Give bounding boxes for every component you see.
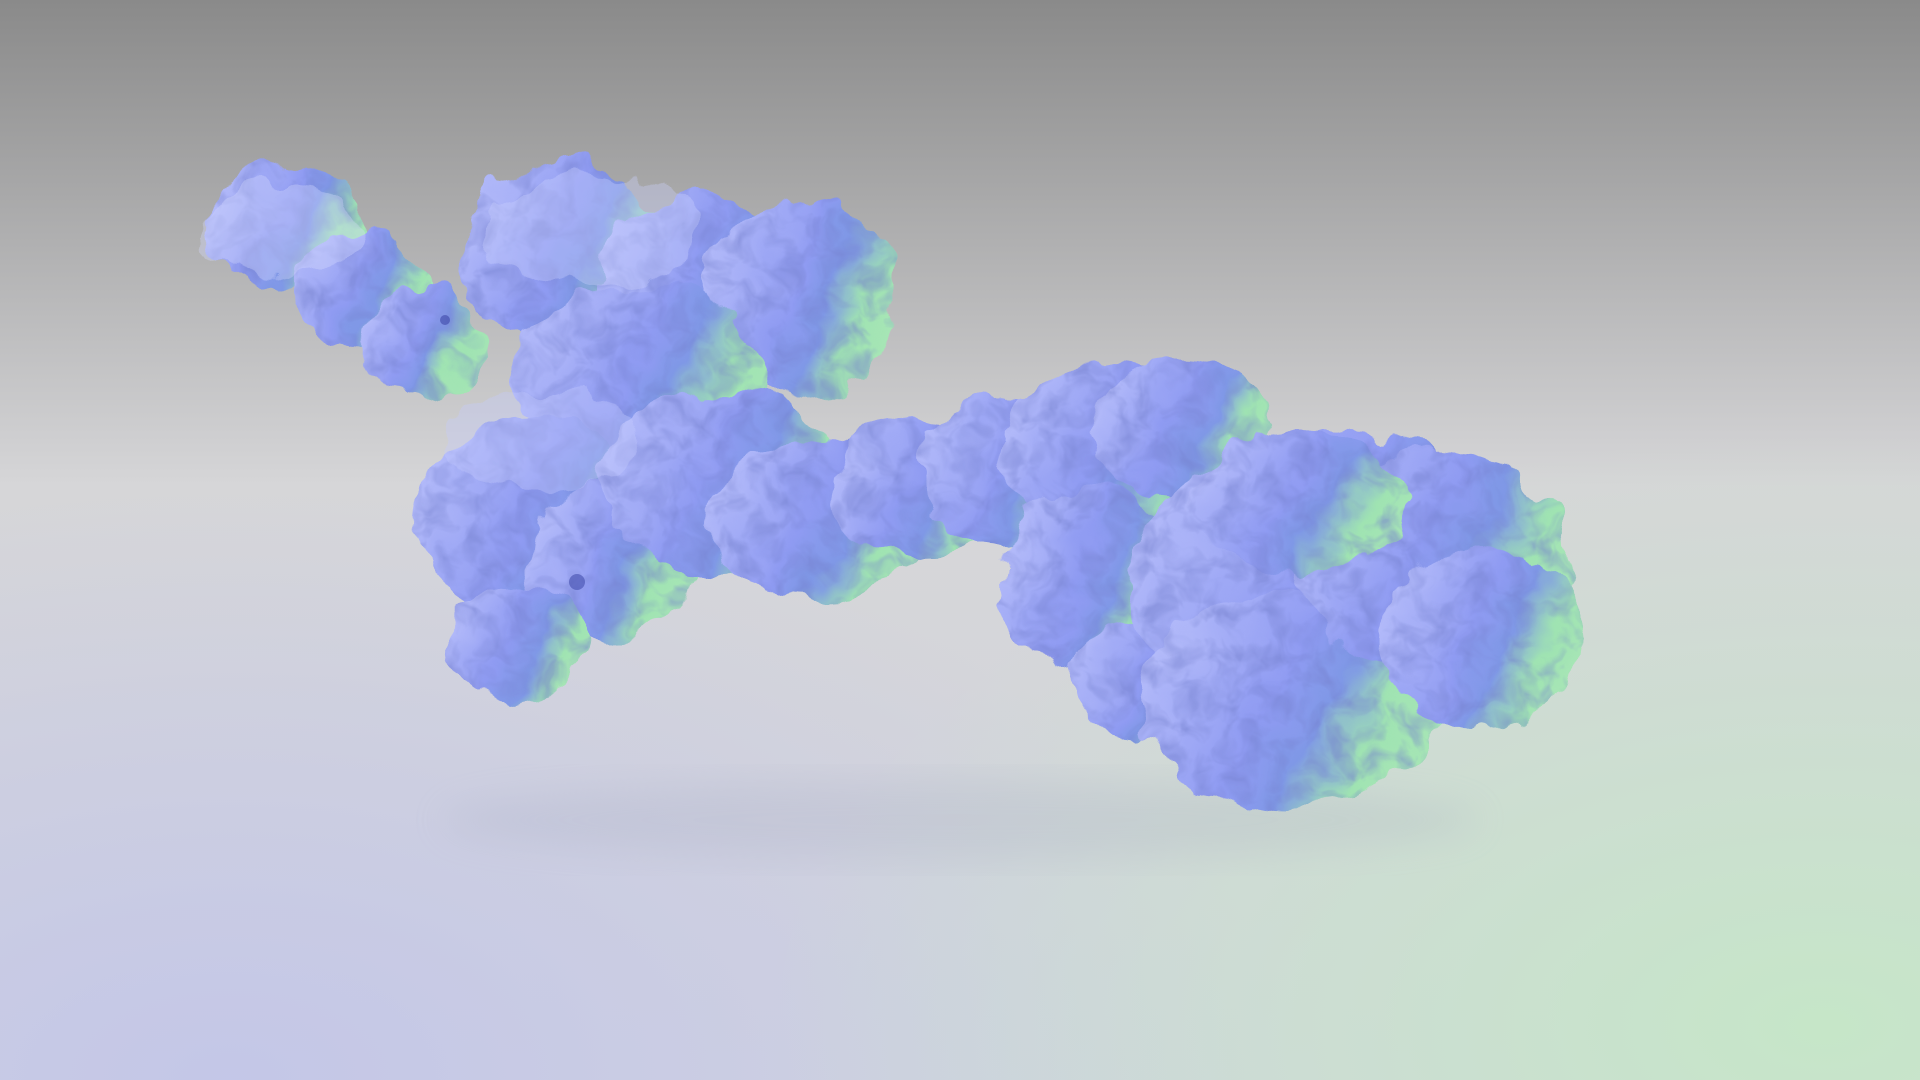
- molecule-cavity: [440, 315, 450, 325]
- molecule-lobe: [1380, 550, 1580, 730]
- molecule-lobe: [1190, 430, 1410, 570]
- molecule-lobe: [450, 585, 590, 695]
- molecule-lobe: [360, 290, 480, 400]
- molecule-shadow: [440, 780, 1480, 860]
- molecule-highlights: [200, 175, 700, 490]
- molecule-cavity: [569, 574, 585, 590]
